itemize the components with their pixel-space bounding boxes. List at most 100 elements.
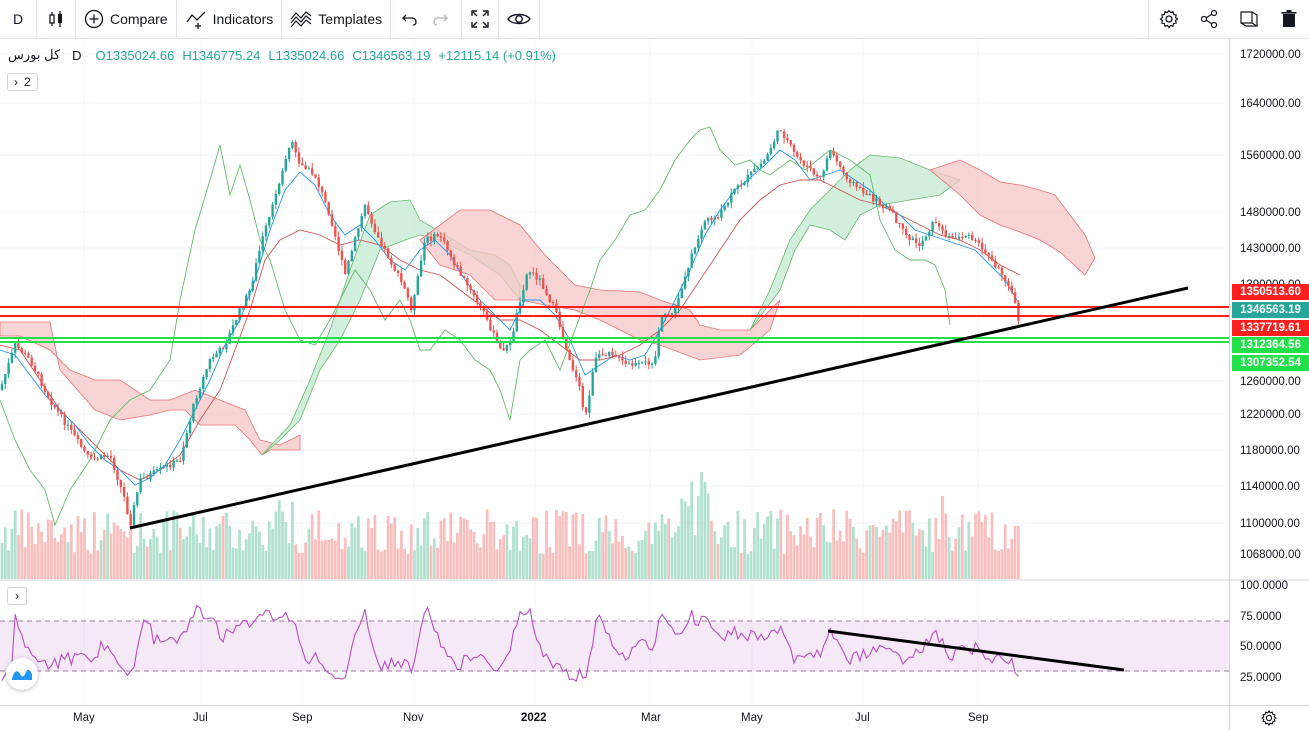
- candle-body: [558, 311, 561, 327]
- gear-icon: [1159, 9, 1179, 29]
- volume-bar: [498, 539, 502, 579]
- volume-bar: [723, 525, 727, 579]
- time-axis[interactable]: May Jul Sep Nov 2022 Mar May Jul Sep: [73, 712, 988, 724]
- indicators-collapse-button[interactable]: › 2: [7, 73, 38, 91]
- volume-bar: [446, 540, 449, 579]
- volume-bar: [502, 535, 505, 579]
- candle-body: [106, 455, 109, 458]
- candle-body: [287, 147, 291, 160]
- indicators-button[interactable]: Indicators: [177, 0, 282, 38]
- time-tick: May: [741, 712, 763, 724]
- volume-bar: [168, 550, 172, 579]
- price-label-resistance-upper[interactable]: 1350513.60: [1232, 284, 1309, 300]
- candle-body: [1013, 292, 1017, 303]
- visibility-button[interactable]: [499, 0, 539, 38]
- candle-body: [449, 250, 452, 257]
- divider: [461, 0, 463, 38]
- candle-body: [740, 185, 743, 187]
- volume-bar: [337, 523, 340, 579]
- price-label-resistance-lower[interactable]: 1337719.61: [1232, 320, 1309, 336]
- candle-body: [63, 414, 66, 425]
- volume-bar: [786, 514, 789, 579]
- candle-body: [50, 397, 53, 406]
- volume-bar: [875, 527, 878, 579]
- axis-settings-icon[interactable]: [1261, 710, 1277, 726]
- candle-body: [195, 398, 198, 404]
- volume-bar: [759, 538, 763, 579]
- candle-body: [505, 345, 509, 351]
- delete-button[interactable]: [1269, 0, 1309, 38]
- volume-bar: [733, 547, 736, 579]
- snapshot-button[interactable]: [1229, 0, 1269, 38]
- tradingview-logo[interactable]: [6, 658, 38, 690]
- candle-body: [862, 187, 865, 194]
- settings-button[interactable]: [1149, 0, 1189, 38]
- volume-bar: [871, 525, 875, 579]
- price-levels[interactable]: [0, 306, 1229, 343]
- trendline[interactable]: [129, 286, 1189, 530]
- symbol-name[interactable]: کل بورس: [8, 47, 61, 62]
- volume-bar: [373, 514, 377, 579]
- redo-button[interactable]: [425, 0, 455, 38]
- chart-type-button[interactable]: [37, 0, 75, 38]
- volume-bar: [482, 534, 486, 579]
- rsi-collapse-button[interactable]: ›: [7, 587, 27, 605]
- candle-body: [608, 352, 611, 356]
- chart-canvas[interactable]: 1720000.00 1640000.00 1560000.00 1480000…: [0, 39, 1309, 730]
- time-tick: May: [73, 712, 95, 724]
- candle-body: [413, 294, 416, 311]
- price-label-last-price[interactable]: 1346563.19: [1232, 302, 1309, 318]
- volume-bar: [135, 545, 139, 579]
- interval-button[interactable]: D: [0, 0, 36, 38]
- templates-button[interactable]: Templates: [282, 0, 390, 38]
- volume-bar: [116, 525, 119, 579]
- fullscreen-button[interactable]: [462, 0, 498, 38]
- candle-body: [416, 276, 419, 295]
- candle-body: [598, 354, 601, 358]
- price-label-support-lower[interactable]: 1307352.54: [1232, 355, 1309, 371]
- volume-bar: [314, 539, 317, 579]
- volume-bar: [248, 533, 251, 579]
- share-button[interactable]: [1189, 0, 1229, 38]
- candle-body: [868, 193, 872, 196]
- candle-body: [396, 270, 400, 274]
- volume-bar: [386, 515, 390, 579]
- price-axis[interactable]: 1720000.00 1640000.00 1560000.00 1480000…: [1240, 49, 1301, 561]
- candle-body: [842, 166, 845, 173]
- rsi-line: [1, 604, 1019, 683]
- volume-bar: [535, 517, 538, 579]
- volume-bar: [43, 542, 47, 579]
- volume-bar: [46, 519, 50, 579]
- candle-body: [4, 374, 7, 384]
- candle-body: [895, 212, 898, 224]
- volume-bar: [139, 513, 142, 579]
- candle-body: [221, 347, 225, 350]
- candle-body: [763, 160, 766, 164]
- candle-body: [693, 247, 697, 254]
- candle-body: [528, 272, 532, 275]
- undo-icon: [402, 14, 417, 26]
- candle-body: [951, 236, 954, 238]
- lagging-span-line: [0, 126, 951, 527]
- rsi-trendline[interactable]: [827, 629, 1125, 672]
- undo-button[interactable]: [395, 0, 425, 38]
- candle-body: [291, 141, 294, 148]
- candle-body: [934, 221, 938, 224]
- volume-bar: [865, 530, 868, 579]
- candle-body: [403, 282, 406, 289]
- candle-body: [848, 179, 852, 184]
- volume-bar: [33, 543, 37, 579]
- candle-body: [76, 435, 80, 439]
- price-label-support-upper[interactable]: 1312364.56: [1232, 337, 1309, 353]
- volume-bar: [667, 518, 670, 579]
- candle-body: [687, 267, 690, 277]
- compare-button[interactable]: Compare: [76, 0, 176, 38]
- volume-bar: [812, 547, 816, 579]
- volume-bar: [69, 524, 73, 579]
- volume-bar: [908, 510, 911, 579]
- candle-body: [476, 295, 479, 303]
- rsi-axis[interactable]: 100.0000 75.0000 50.0000 25.0000: [1240, 580, 1288, 684]
- chevron-right-icon: ›: [15, 589, 19, 603]
- volume-bar: [848, 518, 852, 579]
- candle-body: [852, 182, 855, 184]
